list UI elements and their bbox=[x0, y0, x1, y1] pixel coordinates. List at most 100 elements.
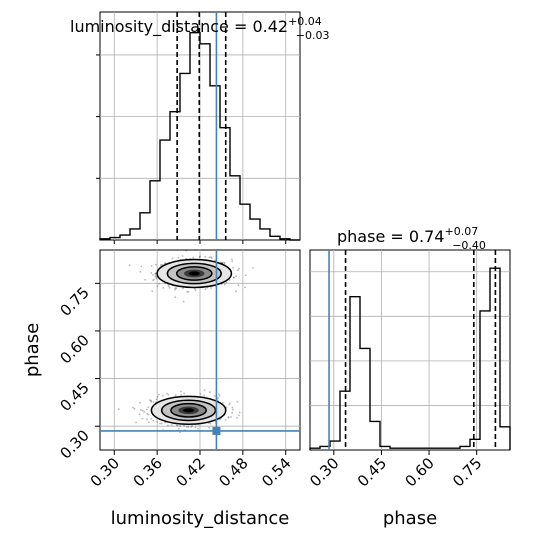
sample-point bbox=[150, 272, 153, 274]
sample-point bbox=[185, 249, 188, 252]
x-tick-label: 0.48 bbox=[215, 454, 251, 490]
sample-point bbox=[174, 296, 177, 299]
sample-point bbox=[171, 257, 174, 260]
sample-point bbox=[147, 406, 150, 409]
x-tick-label: 0.42 bbox=[172, 454, 208, 490]
sample-point bbox=[197, 427, 199, 430]
sample-point bbox=[156, 285, 159, 288]
sample-point bbox=[192, 256, 195, 259]
x-tick-label: 0.60 bbox=[402, 454, 438, 490]
sample-point bbox=[227, 416, 230, 418]
sample-point bbox=[170, 424, 173, 426]
sample-point bbox=[225, 281, 228, 284]
sample-point bbox=[160, 264, 162, 267]
sample-point bbox=[236, 269, 239, 272]
sample-point bbox=[231, 258, 233, 261]
sample-point bbox=[132, 406, 134, 409]
sample-point bbox=[158, 393, 160, 396]
sample-point bbox=[117, 408, 120, 411]
sample-point bbox=[185, 426, 188, 428]
sample-point bbox=[162, 287, 165, 289]
sample-point bbox=[238, 414, 240, 417]
sample-point bbox=[232, 408, 234, 411]
sample-point bbox=[238, 411, 241, 414]
sample-point bbox=[150, 400, 153, 403]
sample-point bbox=[151, 290, 154, 293]
sample-point bbox=[181, 255, 184, 257]
sample-point bbox=[214, 259, 216, 261]
sample-point bbox=[186, 291, 189, 293]
sample-point bbox=[210, 256, 212, 259]
sample-point bbox=[229, 402, 231, 405]
sample-point bbox=[235, 275, 237, 278]
sample-point bbox=[237, 284, 240, 287]
sample-point bbox=[135, 421, 137, 424]
sample-point bbox=[146, 412, 149, 415]
sample-point bbox=[232, 276, 235, 279]
truth-marker bbox=[212, 426, 221, 435]
sample-point bbox=[232, 266, 234, 269]
sample-point bbox=[150, 265, 153, 267]
sample-point bbox=[236, 401, 239, 403]
sample-point bbox=[190, 426, 193, 428]
sample-point bbox=[203, 389, 206, 391]
sample-point bbox=[140, 265, 143, 268]
sample-point bbox=[154, 272, 157, 275]
y-axis-label-phase: phase bbox=[22, 323, 43, 377]
sample-point bbox=[177, 427, 180, 430]
sample-point bbox=[176, 424, 179, 427]
sample-point bbox=[233, 276, 235, 279]
sample-point bbox=[139, 409, 142, 411]
sample-point bbox=[194, 289, 197, 292]
sample-point bbox=[183, 392, 186, 395]
sample-point bbox=[209, 422, 212, 425]
density-peak bbox=[183, 408, 195, 413]
x-tick-label: 0.45 bbox=[354, 454, 390, 490]
sample-point bbox=[159, 422, 161, 425]
sample-point bbox=[152, 419, 155, 422]
x-tick-label: 0.54 bbox=[258, 454, 294, 490]
sample-point bbox=[153, 278, 155, 281]
sample-point bbox=[160, 263, 163, 266]
sample-point bbox=[163, 262, 166, 265]
sample-point bbox=[167, 285, 170, 288]
sample-point bbox=[174, 394, 177, 396]
sample-point bbox=[244, 286, 246, 289]
sample-point bbox=[204, 255, 207, 258]
sample-point bbox=[147, 421, 150, 424]
sample-point bbox=[177, 256, 180, 259]
sample-point bbox=[223, 283, 226, 286]
phase-histogram-frame bbox=[309, 249, 511, 451]
sample-point bbox=[235, 290, 237, 293]
sample-point bbox=[228, 403, 230, 406]
sample-point bbox=[155, 263, 157, 266]
sample-point bbox=[175, 287, 178, 290]
sample-point bbox=[180, 390, 182, 393]
sample-point bbox=[141, 417, 144, 420]
x-axis-label-luminosity-distance: luminosity_distance bbox=[111, 508, 290, 529]
sample-point bbox=[187, 290, 190, 293]
luminosity-distance-title: luminosity_distance = 0.42+0.04 −0.03 bbox=[70, 15, 330, 42]
sample-point bbox=[252, 267, 254, 269]
sample-point bbox=[222, 401, 224, 404]
sample-point bbox=[208, 256, 211, 259]
sample-point bbox=[238, 267, 240, 270]
sample-point bbox=[174, 288, 177, 291]
y-tick-label: 0.60 bbox=[56, 331, 92, 367]
sample-point bbox=[150, 417, 153, 420]
sample-point bbox=[175, 424, 178, 426]
x-tick-label: 0.30 bbox=[87, 454, 123, 490]
sample-point bbox=[204, 288, 207, 290]
sample-point bbox=[152, 401, 155, 403]
sample-point bbox=[166, 392, 168, 395]
sample-point bbox=[236, 416, 238, 419]
sample-point bbox=[218, 395, 221, 397]
sample-point bbox=[147, 413, 150, 416]
y-tick-label: 0.45 bbox=[56, 379, 92, 415]
sample-point bbox=[182, 300, 185, 303]
sample-point bbox=[143, 411, 146, 413]
sample-point bbox=[179, 431, 182, 434]
sample-point bbox=[154, 275, 157, 277]
sample-point bbox=[203, 394, 206, 397]
sample-point bbox=[152, 279, 155, 282]
